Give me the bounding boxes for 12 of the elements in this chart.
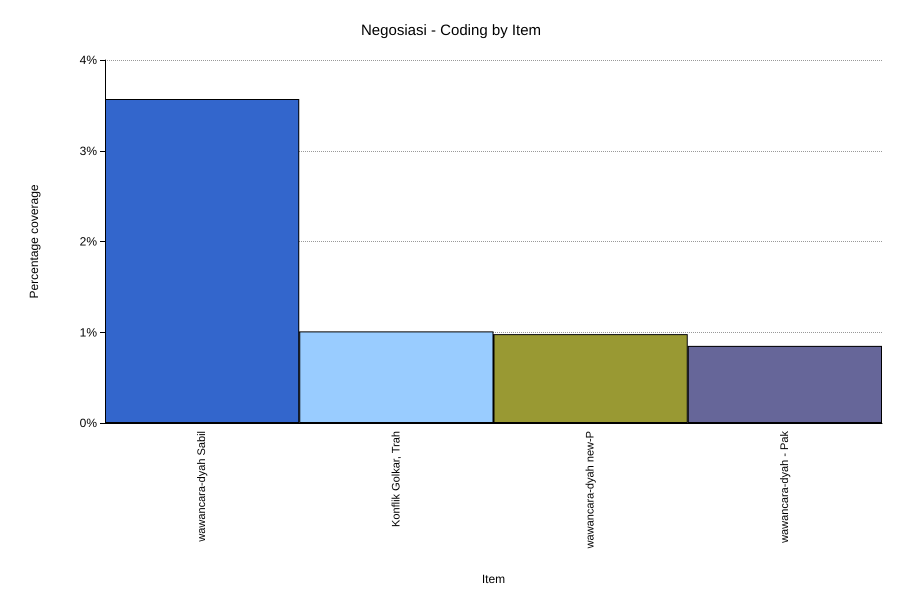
x-tick-label: wawancara-dyah new-P <box>584 431 597 550</box>
x-axis-title: Item <box>482 572 506 586</box>
y-tick-label: 2% <box>80 234 98 248</box>
x-tick-label: Konflik Golkar, Trah <box>390 431 402 527</box>
x-tick-label: wawancara-dyah - Pak <box>778 430 791 544</box>
chart-title: Negosiasi - Coding by Item <box>360 22 542 39</box>
y-tick-label: 3% <box>80 144 98 158</box>
y-tick-label: 0% <box>80 416 98 430</box>
y-axis-title: Percentage coverage <box>27 184 41 299</box>
y-tick-label: 1% <box>80 325 98 340</box>
x-tick-label: wawancara-dyah Sabil <box>196 431 208 543</box>
y-tick-label: 4% <box>80 53 98 67</box>
